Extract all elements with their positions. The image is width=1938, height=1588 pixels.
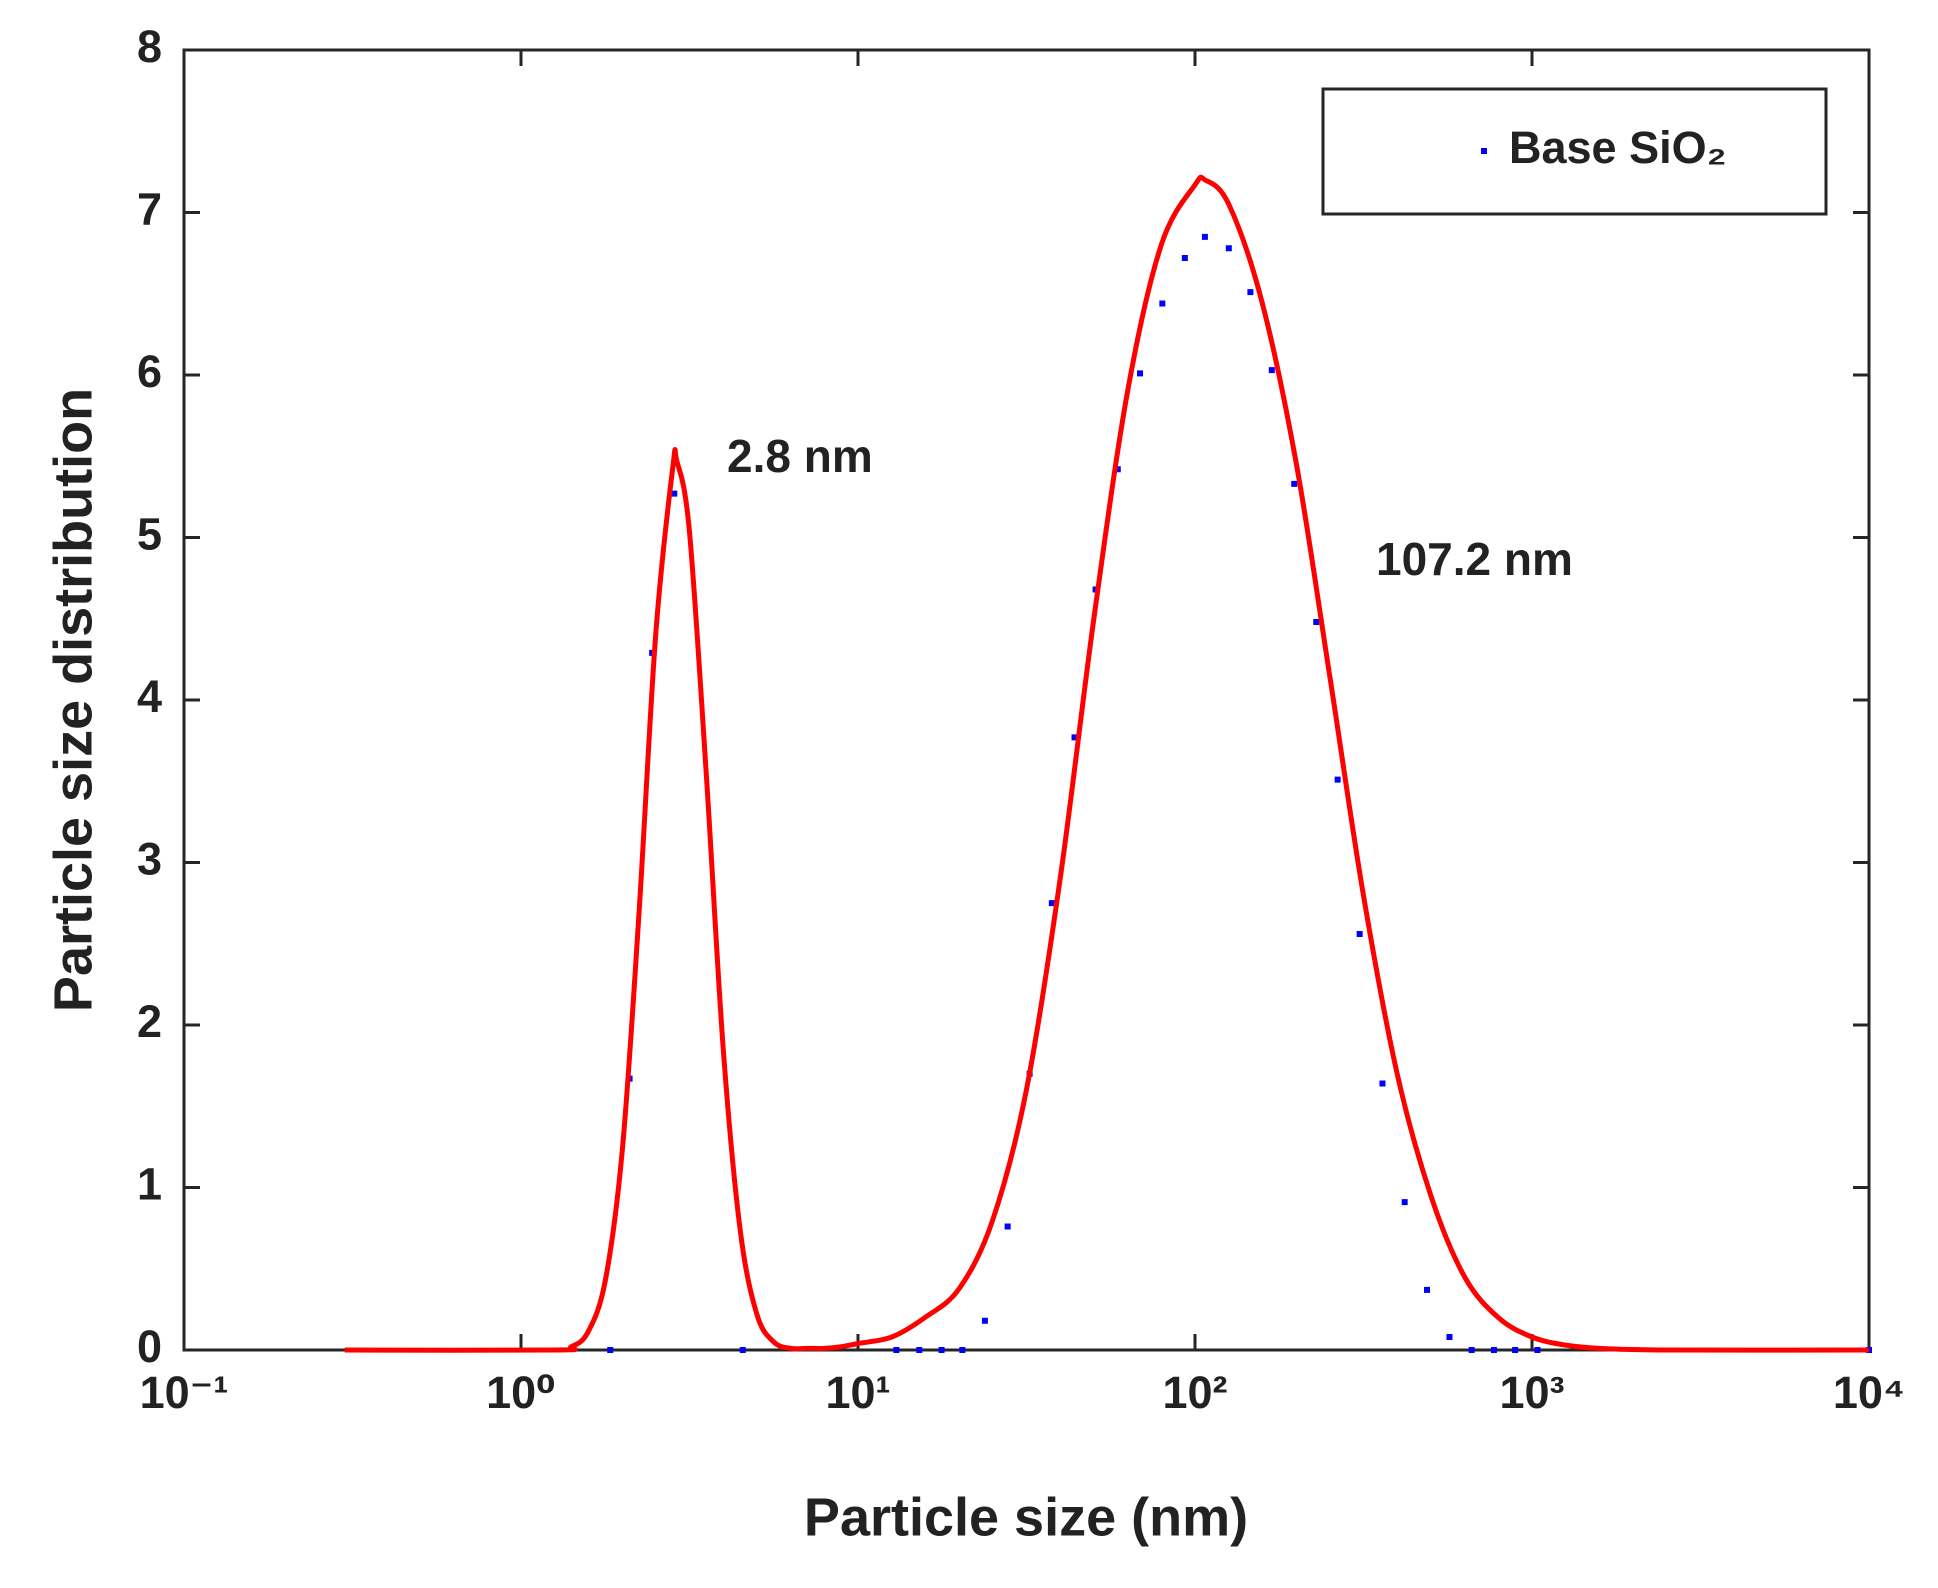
data-point <box>1512 1347 1519 1353</box>
annotation: 2.8 nm <box>727 430 873 482</box>
data-point <box>1446 1334 1453 1340</box>
data-point <box>1137 370 1144 377</box>
fit-curve <box>344 174 1870 1353</box>
data-point <box>1181 255 1188 261</box>
data-point <box>1247 289 1254 296</box>
data-point <box>938 1347 945 1353</box>
data-point <box>739 1347 746 1353</box>
data-point <box>1401 1199 1408 1206</box>
x-tick-label: 10¹ <box>825 1367 890 1418</box>
y-tick-label: 8 <box>137 21 162 72</box>
data-point <box>893 1347 900 1353</box>
data-point <box>981 1317 988 1324</box>
x-tick-label: 10² <box>1162 1367 1227 1418</box>
data-point <box>1356 931 1363 937</box>
legend-marker <box>1481 148 1487 154</box>
data-point <box>607 1347 614 1353</box>
annotation: 107.2 nm <box>1376 533 1573 585</box>
data-point <box>1490 1347 1497 1353</box>
x-tick-label: 10⁻¹ <box>140 1367 229 1418</box>
x-tick-label: 10⁰ <box>486 1367 556 1418</box>
data-point <box>1268 367 1275 374</box>
data-point <box>671 490 678 497</box>
y-tick-label: 3 <box>137 833 162 884</box>
legend-box <box>1321 87 1828 216</box>
y-tick-label: 4 <box>137 671 162 722</box>
y-tick-label: 6 <box>137 346 162 397</box>
data-point <box>1159 300 1166 307</box>
data-point <box>1334 776 1341 783</box>
legend-label: Base SiO₂ <box>1509 122 1727 173</box>
data-point <box>1071 734 1078 741</box>
y-tick-label: 1 <box>137 1158 162 1209</box>
data-point <box>1423 1286 1430 1293</box>
x-axis-label: Particle size (nm) <box>804 1487 1248 1547</box>
data-point <box>959 1347 966 1353</box>
data-point <box>1114 466 1121 473</box>
data-point <box>1201 233 1208 240</box>
data-point <box>1468 1347 1475 1353</box>
data-point <box>1291 480 1298 487</box>
data-point <box>1004 1223 1011 1230</box>
y-tick-label: 5 <box>137 508 162 559</box>
x-tick-label: 10⁴ <box>1833 1367 1905 1418</box>
data-point <box>916 1347 923 1353</box>
y-axis-label: Particle size distribution <box>43 388 103 1012</box>
x-tick-label: 10³ <box>1499 1367 1564 1418</box>
data-point <box>1379 1080 1386 1087</box>
y-tick-label: 2 <box>137 996 162 1047</box>
y-tick-label: 0 <box>137 1321 162 1372</box>
data-point <box>1225 245 1232 252</box>
data-point <box>1313 619 1320 625</box>
y-tick-label: 7 <box>137 183 162 234</box>
data-point <box>1048 900 1055 907</box>
data-point <box>1534 1347 1541 1353</box>
